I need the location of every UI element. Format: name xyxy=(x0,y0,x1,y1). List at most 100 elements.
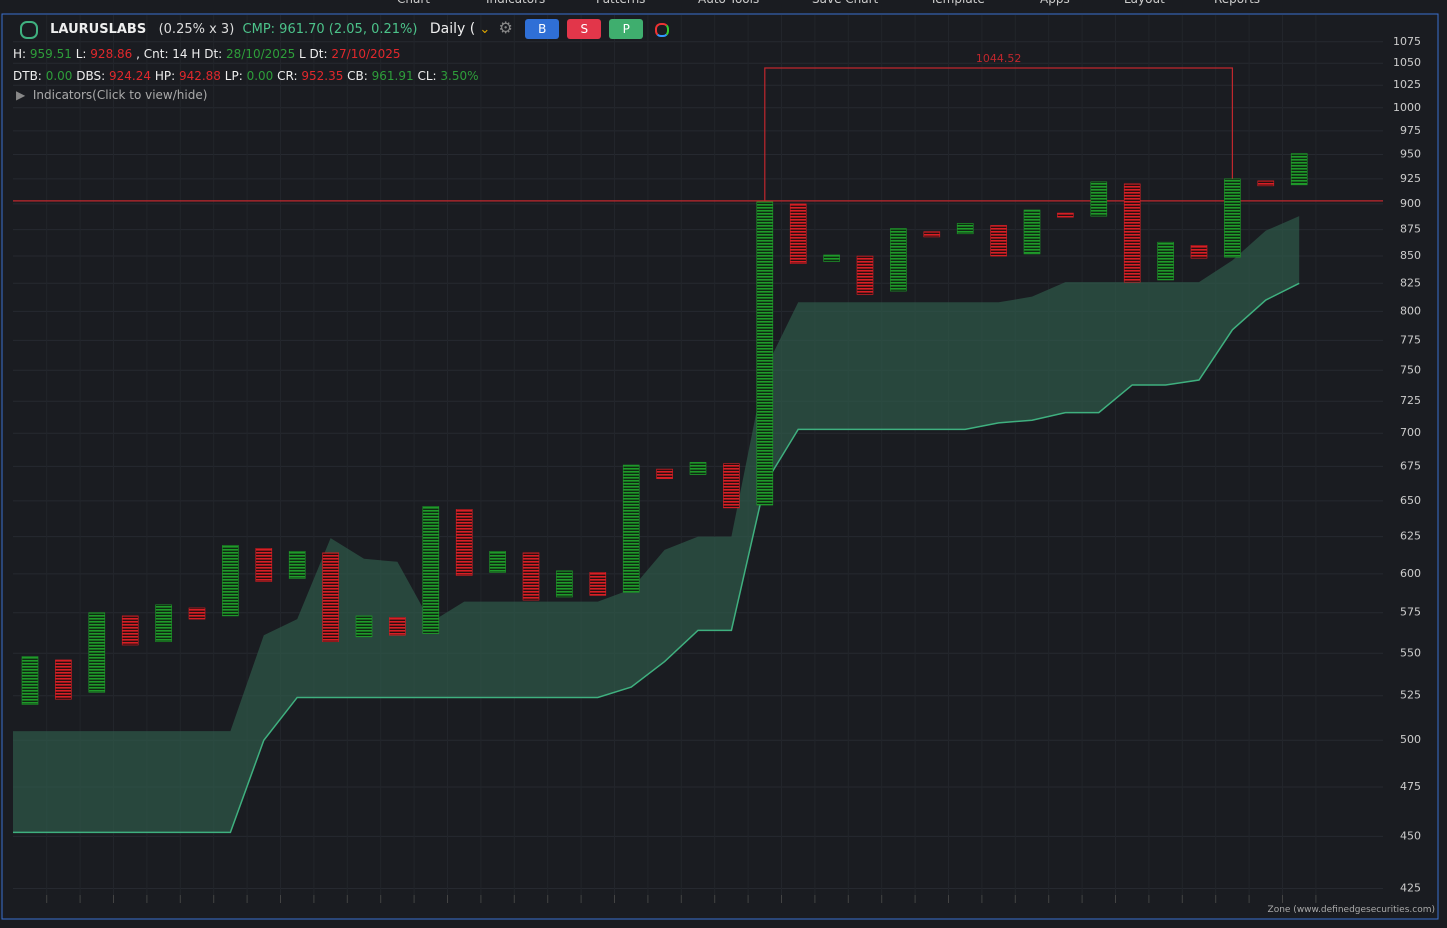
y-tick-label: 1000 xyxy=(1393,101,1421,114)
target-label: 1044.52 xyxy=(976,52,1022,65)
o-column xyxy=(455,509,473,576)
y-tick-label: 575 xyxy=(1400,606,1421,619)
stat-label: H: xyxy=(13,47,27,61)
action-button[interactable]: B xyxy=(525,19,560,39)
y-tick-label: 1025 xyxy=(1393,78,1421,91)
x-column xyxy=(556,570,573,598)
y-tick-label: 925 xyxy=(1400,172,1421,185)
logo xyxy=(20,20,38,39)
x-column xyxy=(823,254,840,262)
cloud-area-start xyxy=(13,731,30,833)
y-tick-label: 875 xyxy=(1400,223,1421,236)
stat-label: HP: xyxy=(154,69,176,83)
o-column xyxy=(389,617,406,636)
y-tick-label: 825 xyxy=(1400,276,1421,289)
menu-item[interactable]: Reports xyxy=(1214,0,1260,6)
y-tick-label: 900 xyxy=(1400,197,1421,210)
stat-label: CB: xyxy=(347,69,368,83)
menu-item[interactable]: Chart xyxy=(397,0,430,6)
o-column xyxy=(990,225,1007,257)
y-tick-label: 775 xyxy=(1400,333,1421,346)
o-column xyxy=(55,659,72,700)
cmp: CMP: 961.70 (2.05, 0.21%) xyxy=(242,22,418,37)
indicators-label[interactable]: Indicators(Click to view/hide) xyxy=(32,88,208,102)
chart-border xyxy=(1,13,1439,920)
x-column xyxy=(155,604,172,643)
y-tick-label: 650 xyxy=(1400,494,1421,507)
stat-label: LP: xyxy=(224,69,243,83)
y-tick-label: 600 xyxy=(1400,567,1421,580)
o-column xyxy=(522,552,540,601)
x-column xyxy=(756,201,774,506)
stat-label: DBS: xyxy=(76,69,106,83)
settings-icon[interactable]: ⚙ xyxy=(498,18,513,37)
x-column xyxy=(1290,153,1308,186)
stats-line: DTB: 0.00 DBS: 924.24 HP: 942.88 LP: 0.0… xyxy=(13,69,479,83)
menu-item[interactable]: Auto Tools xyxy=(698,0,759,6)
refresh-icon[interactable] xyxy=(655,22,670,37)
header-line: LAURUSLABS (0.25% x 3) CMP: 961.70 (2.05… xyxy=(20,18,670,39)
x-column xyxy=(355,615,373,638)
stat-value: 942.88 xyxy=(178,69,221,83)
menu-item[interactable]: Indicators xyxy=(486,0,545,6)
menu-item[interactable]: Patterns xyxy=(596,0,645,6)
o-column xyxy=(723,463,740,509)
x-column xyxy=(422,506,440,634)
stat-label: L Dt: xyxy=(299,47,328,61)
y-tick-label: 950 xyxy=(1400,148,1421,161)
action-button[interactable]: S xyxy=(567,19,602,39)
y-tick-label: 750 xyxy=(1400,363,1421,376)
o-column xyxy=(656,468,673,479)
o-column xyxy=(1190,245,1208,259)
o-column xyxy=(121,615,139,646)
menu-item[interactable]: Apps xyxy=(1040,0,1070,6)
interval[interactable]: Daily ( xyxy=(429,21,476,37)
x-column xyxy=(890,228,907,292)
y-tick-label: 425 xyxy=(1400,882,1421,895)
stats-line: H: 959.51 L: 928.86 , Cnt: 14 H Dt: 28/1… xyxy=(13,47,401,61)
o-column xyxy=(188,607,206,620)
stat-value: 924.24 xyxy=(108,69,151,83)
o-column xyxy=(1057,212,1074,218)
stat-value: 27/10/2025 xyxy=(331,47,401,61)
stat-label: , Cnt: 14 H Dt: xyxy=(136,47,223,61)
stat-value: 3.50% xyxy=(440,69,479,83)
y-tick-label: 725 xyxy=(1400,394,1421,407)
x-column xyxy=(1224,178,1241,258)
y-tick-label: 1050 xyxy=(1393,56,1421,69)
stat-label: L: xyxy=(75,47,87,61)
y-tick-label: 700 xyxy=(1400,426,1421,439)
stat-value: 0.00 xyxy=(246,69,274,83)
stat-value: 952.35 xyxy=(301,69,344,83)
indicators-toggle[interactable]: ▶ Indicators(Click to view/hide) xyxy=(16,88,208,102)
target-box xyxy=(764,67,1233,201)
o-column xyxy=(923,231,941,238)
footer: Zone (www.definedgesecurities.com) xyxy=(1267,905,1435,915)
o-column xyxy=(322,552,339,643)
menu-item[interactable]: Save Chart xyxy=(812,0,878,6)
action-button[interactable]: P xyxy=(609,19,644,39)
stat-value: 961.91 xyxy=(371,69,414,83)
y-tick-label: 675 xyxy=(1400,459,1421,472)
menu-item[interactable]: Template xyxy=(930,0,985,6)
o-column xyxy=(1123,183,1141,283)
y-tick-label: 475 xyxy=(1400,780,1421,793)
stat-label: CL: xyxy=(417,69,437,83)
x-column xyxy=(88,612,106,693)
stat-label: DTB: xyxy=(13,69,42,83)
symbol: LAURUSLABS xyxy=(50,22,147,37)
stat-value: 28/10/2025 xyxy=(226,47,296,61)
cloud-lower-line xyxy=(13,282,1300,834)
x-column xyxy=(222,545,239,617)
x-column xyxy=(689,462,707,475)
x-column xyxy=(21,656,39,705)
y-tick-label: 500 xyxy=(1400,733,1421,746)
stat-value: 0.00 xyxy=(45,69,73,83)
menu-item[interactable]: Layout xyxy=(1124,0,1165,6)
o-column xyxy=(589,572,607,596)
x-column xyxy=(489,551,506,573)
y-tick-label: 975 xyxy=(1400,124,1421,137)
x-column xyxy=(1090,181,1108,217)
